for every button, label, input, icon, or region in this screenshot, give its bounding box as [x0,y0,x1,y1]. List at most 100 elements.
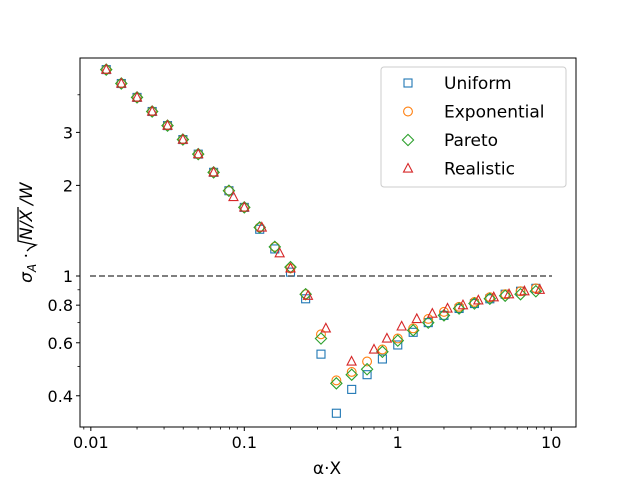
x-tick-label: 1 [393,433,403,452]
point-realistic [256,221,268,232]
point-realistic [457,298,469,310]
point-pareto [345,368,359,382]
point-exponential [346,366,357,377]
point-exponential [392,333,403,344]
legend-label: Exponential [444,103,545,123]
legend-marker-uniform [403,78,413,88]
ylabel-sigma: σ [17,271,37,283]
point-realistic [274,247,286,258]
point-realistic [411,312,423,324]
legend: Uniform Exponential Pareto Realistic [380,66,567,188]
point-pareto [268,240,282,254]
point-realistic [488,291,500,302]
point-exponential [423,313,434,324]
y-tick-label: 0.4 [48,387,73,406]
point-pareto [529,284,543,298]
point-realistic [519,285,530,296]
point-pareto [437,308,451,322]
point-realistic [302,289,314,300]
point-exponential [223,185,234,196]
point-realistic [472,294,484,305]
point-realistic [285,262,296,273]
point-uniform [377,354,387,364]
point-pareto [237,201,251,214]
point-pareto [360,362,374,376]
point-pareto [406,323,420,337]
point-realistic [162,119,173,130]
point-pareto [207,165,220,179]
point-exponential [331,375,342,386]
point-pareto [191,147,205,161]
y-tick-label: 2 [63,176,73,195]
point-exponential [316,329,326,340]
point-uniform [423,318,433,328]
point-realistic [534,283,546,294]
point-realistic [320,322,332,333]
ylabel-radical-sign [17,207,38,252]
y-axis-label: σA · N/X /W [17,181,39,283]
point-exponential [377,344,388,355]
point-realistic [442,302,453,313]
x-axis-label: α·X [313,459,342,479]
point-uniform [331,408,341,418]
legend-box [380,66,567,188]
point-exponential [515,286,526,297]
plot-frame [79,57,577,428]
legend-item-uniform: Uniform [403,74,512,94]
legend-item-realistic: Realistic [402,160,515,180]
point-uniform [316,349,326,359]
point-realistic [368,343,380,354]
x-tick-label: 10 [541,433,561,452]
legend-label: Uniform [444,74,512,94]
ylabel-radicand: N/X [17,210,37,240]
point-realistic [346,355,357,366]
point-realistic [503,288,515,299]
point-uniform [347,384,357,394]
point-realistic [131,91,143,102]
point-pareto [314,332,328,345]
series-realistic [100,63,546,366]
point-realistic [396,320,408,331]
x-axis-ticks: 0.01 0.1 1 10 [73,427,561,452]
point-realistic [228,190,239,202]
point-pareto [99,63,113,76]
point-pareto [284,260,297,274]
y-tick-label: 0.6 [48,334,73,353]
legend-label: Pareto [444,131,498,151]
point-pareto [391,334,405,347]
legend-item-exponential: Exponential [403,103,545,123]
point-exponential [269,241,280,252]
legend-marker-exponential [403,106,413,117]
point-pareto [421,316,435,329]
point-pareto [114,77,128,90]
x-tick-label: 0.1 [232,433,257,452]
data-marks [99,63,546,418]
point-pareto [176,133,190,146]
point-exponential [362,356,373,367]
ylabel-sub: A [25,264,39,273]
point-uniform [362,370,372,380]
point-pareto [130,91,144,104]
ylabel-tail: /W [17,181,37,207]
point-realistic [192,147,204,159]
y-tick-label: 3 [63,123,73,142]
point-realistic [100,63,112,74]
ylabel-dot: · [17,253,37,264]
y-tick-label: 0.8 [48,296,73,315]
point-realistic [177,133,189,144]
point-pareto [161,119,174,132]
point-pareto [514,287,527,301]
point-realistic [115,77,127,88]
svg-text:σA ·: σA · [17,253,39,283]
point-uniform [393,340,403,350]
point-realistic [426,307,438,318]
legend-item-pareto: Pareto [401,131,498,151]
point-realistic [208,166,220,177]
legend-label: Realistic [444,160,515,180]
point-pareto [468,297,481,310]
legend-marker-pareto [401,133,415,147]
point-realistic [381,332,393,343]
legend-marker-realistic [402,162,414,173]
